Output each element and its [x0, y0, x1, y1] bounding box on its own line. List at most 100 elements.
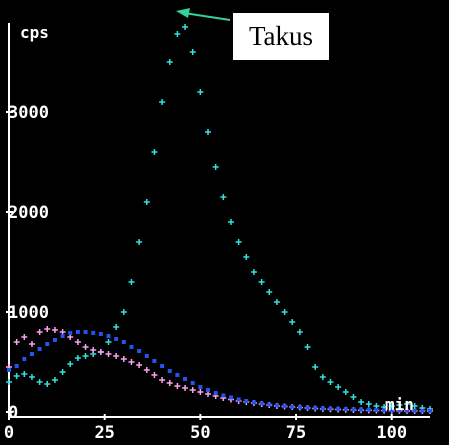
data-point: [105, 351, 112, 357]
data-point: [227, 219, 234, 225]
axis-ticks: [6, 111, 393, 420]
data-point: [405, 408, 410, 413]
data-point: [14, 364, 19, 368]
data-point: [91, 331, 96, 335]
data-point: [267, 402, 272, 407]
data-point: [359, 407, 364, 412]
data-point: [428, 408, 432, 413]
data-point: [213, 391, 218, 395]
annotation-label: Takus: [233, 13, 329, 60]
data-point: [365, 401, 372, 407]
data-point: [220, 194, 227, 200]
data-point: [28, 374, 35, 380]
x-tick-label: 50: [190, 423, 210, 443]
data-point: [97, 349, 104, 355]
data-point: [136, 239, 143, 245]
data-point: [159, 99, 166, 105]
data-point: [273, 299, 280, 305]
data-point: [167, 369, 172, 373]
data-point: [52, 338, 57, 342]
annotation-arrow: [176, 8, 231, 21]
series-1: [6, 326, 433, 414]
data-point: [144, 354, 149, 358]
data-point: [45, 342, 50, 346]
data-point: [397, 408, 402, 413]
data-point: [44, 381, 51, 387]
data-point: [258, 279, 265, 285]
data-point: [83, 330, 88, 334]
data-point: [274, 403, 279, 408]
data-point: [366, 407, 371, 412]
data-point: [60, 334, 65, 338]
data-point: [106, 334, 111, 338]
data-point: [251, 400, 256, 405]
data-point: [44, 326, 51, 332]
data-point: [98, 332, 103, 336]
data-point: [358, 399, 365, 405]
y-axis-unit: cps: [20, 23, 49, 42]
data-point: [82, 353, 89, 359]
data-point: [282, 404, 287, 409]
data-point: [21, 334, 28, 340]
data-point: [290, 404, 295, 409]
data-point: [342, 389, 349, 395]
x-tick-label: 100: [376, 423, 407, 443]
data-point: [389, 408, 394, 413]
y-tick-label: 3000: [8, 103, 49, 123]
data-point: [51, 327, 58, 333]
data-point: [166, 380, 173, 386]
data-point: [82, 344, 89, 350]
data-point: [304, 344, 311, 350]
data-point: [120, 309, 127, 315]
data-point: [121, 340, 126, 344]
data-point: [343, 407, 348, 412]
data-point: [36, 379, 43, 385]
data-point: [328, 406, 333, 411]
data-point: [250, 269, 257, 275]
data-point: [13, 339, 20, 345]
data-point: [197, 389, 204, 395]
data-point: [68, 331, 73, 335]
data-point: [136, 362, 143, 368]
data-point: [243, 254, 250, 260]
data-point: [336, 407, 341, 411]
data-point: [183, 377, 188, 381]
data-point: [182, 385, 189, 391]
data-point: [266, 289, 273, 295]
data-point: [212, 164, 219, 170]
data-point: [128, 359, 135, 365]
data-point: [28, 341, 35, 347]
data-point: [120, 356, 127, 362]
data-point: [114, 337, 119, 341]
data-point: [74, 339, 81, 345]
data-point: [6, 379, 12, 385]
data-point: [105, 339, 112, 345]
data-point: [351, 407, 356, 412]
data-point: [13, 373, 20, 379]
data-point: [151, 372, 158, 378]
data-point: [374, 408, 379, 412]
x-tick-label: 0: [4, 423, 14, 443]
data-point: [313, 406, 318, 411]
data-point: [143, 199, 150, 205]
data-point: [205, 129, 212, 135]
data-point: [59, 369, 66, 375]
data-point: [297, 405, 302, 410]
data-point: [221, 393, 226, 398]
data-point: [335, 384, 342, 390]
data-point: [289, 319, 296, 325]
series-0: [6, 24, 433, 412]
data-point: [259, 401, 264, 406]
data-point: [312, 364, 319, 370]
data-point: [129, 345, 134, 349]
data-point: [305, 405, 310, 410]
data-point: [128, 279, 135, 285]
data-point: [29, 352, 34, 356]
data-point: [67, 361, 74, 367]
data-marks: [6, 24, 433, 414]
data-point: [189, 49, 196, 55]
data-point: [235, 239, 242, 245]
